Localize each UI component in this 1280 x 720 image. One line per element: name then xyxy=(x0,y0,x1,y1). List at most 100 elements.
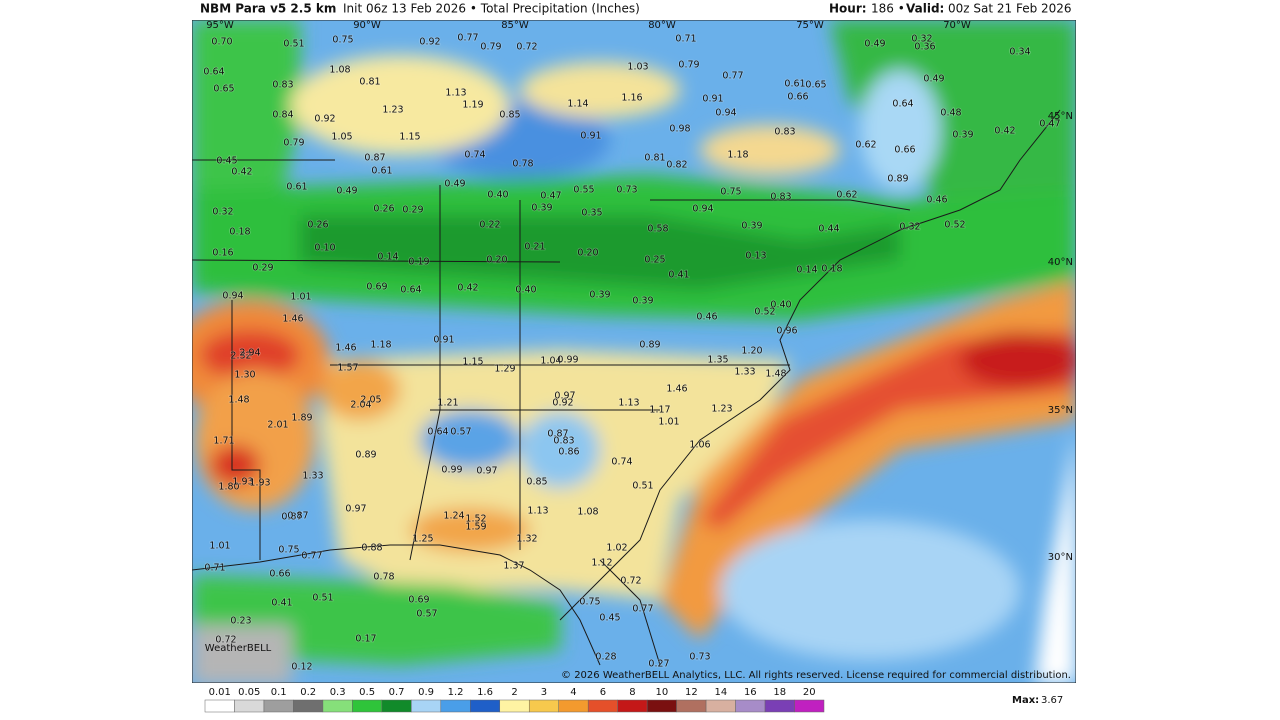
precip-value: 0.47 xyxy=(1039,119,1060,130)
precip-value: 0.74 xyxy=(464,150,485,161)
precip-value: 0.78 xyxy=(512,159,533,170)
precip-value: 1.52 xyxy=(465,514,486,525)
precip-value: 0.87 xyxy=(547,429,568,440)
colorbar-cell xyxy=(676,699,707,713)
colorbar-label: 0.5 xyxy=(359,687,375,698)
precip-value: 0.23 xyxy=(230,616,251,627)
precip-value: 0.39 xyxy=(952,130,973,141)
precip-value: 0.65 xyxy=(805,80,826,91)
precip-value: 0.92 xyxy=(314,114,335,125)
precip-value: 0.97 xyxy=(345,504,366,515)
colorbar-cell xyxy=(558,699,589,713)
colorbar-label: 16 xyxy=(744,687,757,698)
precip-value: 0.64 xyxy=(400,285,421,296)
precip-value: 0.91 xyxy=(702,94,723,105)
precip-value: 0.52 xyxy=(944,220,965,231)
valid-time: 00z Sat 21 Feb 2026 xyxy=(948,2,1072,16)
colorbar-cell xyxy=(528,699,559,713)
hour: 186 • xyxy=(871,2,905,16)
precip-value: 0.51 xyxy=(283,39,304,50)
precip-value: 0.40 xyxy=(487,190,508,201)
precip-value: 0.71 xyxy=(204,563,225,574)
precip-value: 0.45 xyxy=(216,156,237,167)
logo: WeatherBELL xyxy=(205,643,272,654)
precip-value: 0.98 xyxy=(669,124,690,135)
max-value: 3.67 xyxy=(1041,695,1063,706)
precip-value: 0.94 xyxy=(692,204,713,215)
colorbar-cell xyxy=(381,699,412,713)
colorbar-label: 0.7 xyxy=(389,687,405,698)
precip-value: 0.10 xyxy=(314,243,335,254)
precip-value: 0.91 xyxy=(433,335,454,346)
precip-value: 0.72 xyxy=(516,42,537,53)
map-title: NBM Para v5 2.5 km xyxy=(200,2,336,16)
longitude-label: 90°W xyxy=(353,20,381,31)
precip-value: 0.39 xyxy=(531,203,552,214)
precip-value: 0.39 xyxy=(741,221,762,232)
precip-value: 0.35 xyxy=(581,208,602,219)
precip-value: 0.61 xyxy=(286,182,307,193)
latitude-label: 35°N xyxy=(1048,405,1073,416)
precip-value: 1.17 xyxy=(649,405,670,416)
precip-value: 1.24 xyxy=(443,511,464,522)
precip-value: 1.01 xyxy=(209,541,230,552)
precip-value: 0.29 xyxy=(252,263,273,274)
precip-value: 0.61 xyxy=(784,79,805,90)
precip-value: 0.87 xyxy=(364,153,385,164)
precip-value: 1.48 xyxy=(228,395,249,406)
colorbar-cell xyxy=(352,699,383,713)
precip-value: 0.84 xyxy=(272,110,293,121)
precip-value: 1.19 xyxy=(462,100,483,111)
precip-value: 1.57 xyxy=(337,363,358,374)
colorbar-label: 0.2 xyxy=(300,687,316,698)
colorbar-label: 0.01 xyxy=(209,687,231,698)
precip-value: 0.66 xyxy=(269,569,290,580)
map-field xyxy=(192,20,1076,683)
precip-value: 0.52 xyxy=(754,307,775,318)
precip-value: 0.94 xyxy=(715,108,736,119)
precip-value: 0.17 xyxy=(355,634,376,645)
precip-value: 1.02 xyxy=(606,543,627,554)
precip-value: 2.05 xyxy=(360,395,381,406)
longitude-label: 80°W xyxy=(648,20,676,31)
precip-value: 0.69 xyxy=(408,595,429,606)
precip-value: 0.39 xyxy=(589,290,610,301)
precip-value: 0.89 xyxy=(355,450,376,461)
precip-value: 1.46 xyxy=(335,343,356,354)
precip-value: 0.97 xyxy=(554,391,575,402)
colorbar-cell xyxy=(234,699,265,713)
precip-value: 1.16 xyxy=(621,93,642,104)
precip-value: 0.97 xyxy=(476,466,497,477)
precip-value: 0.40 xyxy=(515,285,536,296)
precip-value: 1.93 xyxy=(249,478,270,489)
precip-value: 1.01 xyxy=(658,417,679,428)
longitude-label: 85°W xyxy=(501,20,529,31)
precip-value: 0.91 xyxy=(580,131,601,142)
longitude-label: 75°W xyxy=(796,20,824,31)
precip-value: 0.74 xyxy=(611,457,632,468)
precip-value: 1.35 xyxy=(707,355,728,366)
colorbar-cell xyxy=(617,699,648,713)
colorbar-label: 0.9 xyxy=(418,687,434,698)
precip-value: 0.18 xyxy=(821,264,842,275)
precip-value: 2.01 xyxy=(267,420,288,431)
copyright: © 2026 WeatherBELL Analytics, LLC. All r… xyxy=(561,670,1071,681)
precip-value: 0.55 xyxy=(573,185,594,196)
latitude-label: 45°N xyxy=(1048,111,1073,122)
precip-value: 1.06 xyxy=(689,440,710,451)
colorbar-label: 0.1 xyxy=(271,687,287,698)
colorbar-label: 2 xyxy=(511,687,517,698)
precip-value: 0.45 xyxy=(599,613,620,624)
precip-value: 0.47 xyxy=(540,191,561,202)
precip-value: 0.75 xyxy=(579,597,600,608)
colorbar-label: 3 xyxy=(541,687,547,698)
precip-value: 0.94 xyxy=(222,291,243,302)
precip-value: 0.75 xyxy=(332,35,353,46)
colorbar-label: 18 xyxy=(773,687,786,698)
precip-value: 1.12 xyxy=(591,558,612,569)
precip-value: 1.15 xyxy=(399,132,420,143)
precip-value: 1.08 xyxy=(577,507,598,518)
hour-label: Hour: xyxy=(829,2,867,16)
precip-value: 1.18 xyxy=(727,150,748,161)
precip-value: 0.77 xyxy=(301,551,322,562)
